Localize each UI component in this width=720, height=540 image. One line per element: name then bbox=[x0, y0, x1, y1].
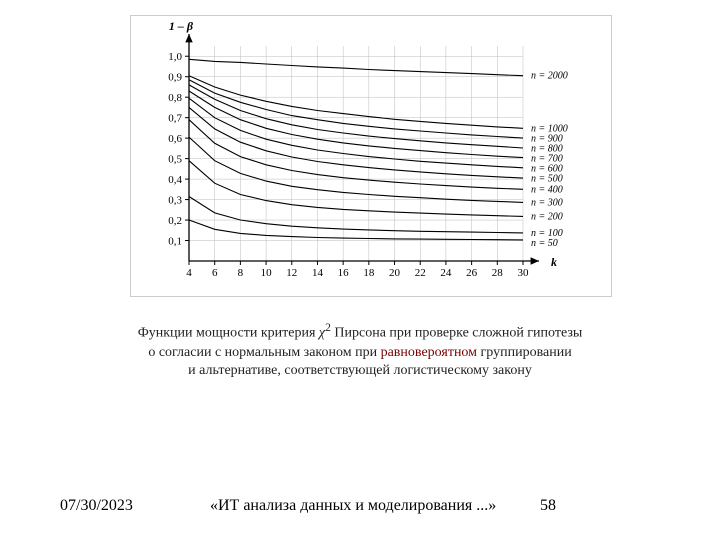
power-chart: 4 6 8 10 12 14 16 18 20 22 24 26 28 30 0,1 0,2 0,3 0,4 0,5… bbox=[130, 15, 612, 297]
chart-svg: 4 6 8 10 12 14 16 18 20 22 24 26 28 30 0,1 0,2 0,3 0,4 0,5… bbox=[131, 16, 611, 296]
svg-text:4: 4 bbox=[186, 267, 192, 279]
svg-text:24: 24 bbox=[440, 267, 452, 279]
svg-text:n = 200: n = 200 bbox=[531, 211, 563, 222]
svg-text:8: 8 bbox=[238, 267, 244, 279]
svg-text:n = 2000: n = 2000 bbox=[531, 71, 568, 82]
svg-text:k: k bbox=[551, 255, 557, 269]
svg-text:14: 14 bbox=[312, 267, 324, 279]
svg-text:0,8: 0,8 bbox=[168, 92, 182, 104]
svg-text:1,0: 1,0 bbox=[168, 51, 182, 63]
svg-text:0,3: 0,3 bbox=[168, 195, 182, 207]
svg-text:0,7: 0,7 bbox=[168, 113, 182, 125]
footer-page: 58 bbox=[540, 497, 640, 515]
svg-text:18: 18 bbox=[363, 267, 375, 279]
caption: Функции мощности критерия χ2 Пирсона при… bbox=[60, 320, 660, 381]
footer-date: 07/30/2023 bbox=[60, 497, 210, 515]
svg-text:0,1: 0,1 bbox=[168, 236, 182, 248]
svg-text:10: 10 bbox=[261, 267, 273, 279]
svg-text:1 – β: 1 – β bbox=[169, 19, 194, 33]
svg-text:0,6: 0,6 bbox=[168, 133, 182, 145]
svg-text:n = 50: n = 50 bbox=[531, 238, 558, 249]
caption-line3: и альтернативе, соответствующей логистич… bbox=[188, 363, 532, 378]
svg-text:0,2: 0,2 bbox=[168, 215, 182, 227]
svg-text:30: 30 bbox=[518, 267, 530, 279]
svg-text:n = 500: n = 500 bbox=[531, 173, 563, 184]
caption-line2-hl: равновероятном bbox=[381, 345, 477, 360]
svg-text:26: 26 bbox=[466, 267, 478, 279]
caption-line1b: Пирсона при проверке сложной гипотезы bbox=[331, 326, 582, 341]
svg-text:n = 300: n = 300 bbox=[531, 197, 563, 208]
svg-text:16: 16 bbox=[338, 267, 350, 279]
footer: 07/30/2023 «ИТ анализа данных и моделиро… bbox=[60, 497, 660, 515]
caption-line2b: группировании bbox=[477, 345, 572, 360]
slide: 4 6 8 10 12 14 16 18 20 22 24 26 28 30 0,1 0,2 0,3 0,4 0,5… bbox=[0, 0, 720, 540]
svg-text:22: 22 bbox=[415, 267, 426, 279]
svg-text:12: 12 bbox=[286, 267, 297, 279]
svg-text:20: 20 bbox=[389, 267, 401, 279]
svg-text:6: 6 bbox=[212, 267, 218, 279]
footer-title: «ИТ анализа данных и моделирования ...» bbox=[210, 497, 540, 515]
svg-text:0,9: 0,9 bbox=[168, 72, 182, 84]
svg-text:n = 400: n = 400 bbox=[531, 184, 563, 195]
svg-text:0,5: 0,5 bbox=[168, 154, 182, 166]
caption-line2a: о согласии с нормальным законом при bbox=[148, 345, 380, 360]
caption-line1a: Функции мощности критерия bbox=[138, 326, 319, 341]
svg-text:28: 28 bbox=[492, 267, 504, 279]
svg-text:0,4: 0,4 bbox=[168, 174, 182, 186]
